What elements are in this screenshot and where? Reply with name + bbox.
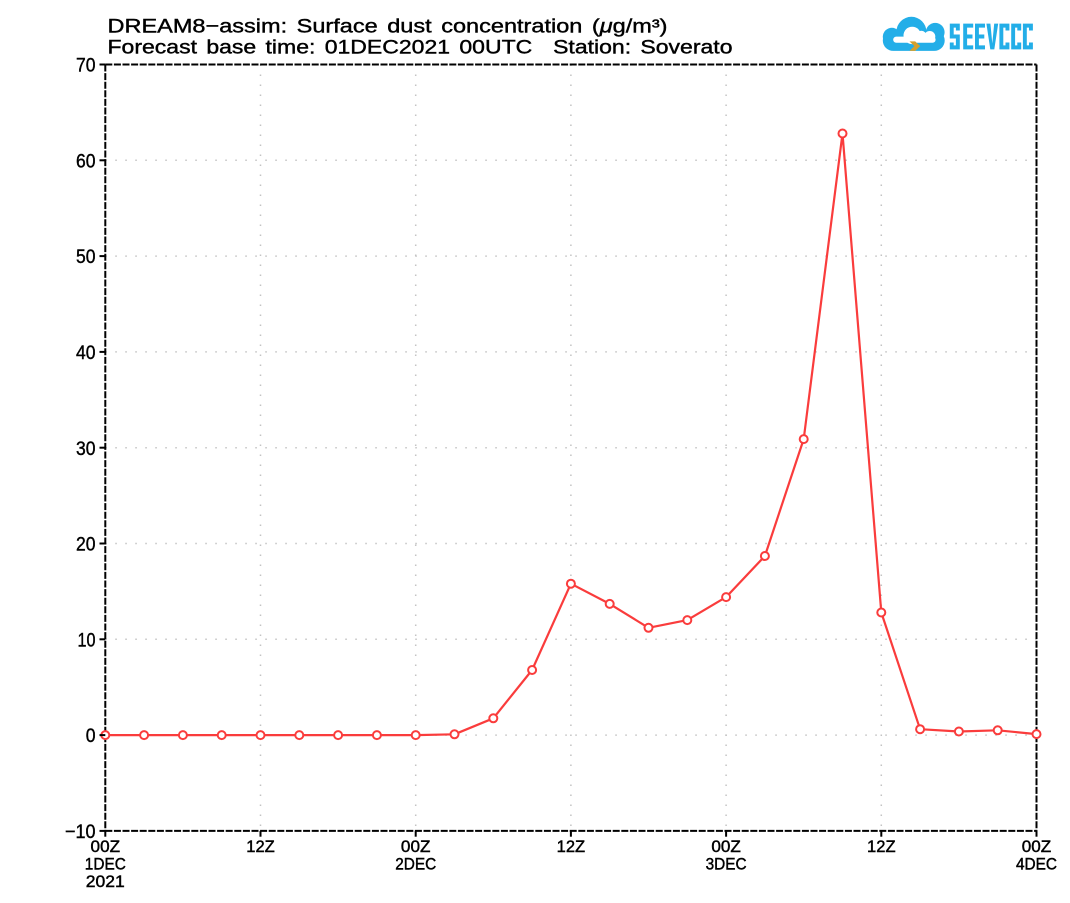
svg-text:30: 30 (76, 438, 96, 460)
svg-text:4DEC: 4DEC (1016, 854, 1057, 873)
svg-text:0: 0 (86, 725, 96, 747)
svg-text:50: 50 (76, 246, 96, 268)
svg-text:20: 20 (76, 534, 96, 556)
svg-text:DREAM8−assim: Surface dust con: DREAM8−assim: Surface dust concentration… (108, 16, 668, 38)
svg-text:60: 60 (76, 150, 96, 172)
svg-text:12Z: 12Z (557, 837, 586, 856)
svg-text:00Z: 00Z (91, 837, 121, 856)
svg-text:−10: −10 (65, 821, 96, 843)
svg-text:70: 70 (76, 55, 96, 77)
svg-text:00Z: 00Z (711, 837, 741, 856)
svg-text:2DEC: 2DEC (395, 854, 436, 873)
svg-text:40: 40 (76, 342, 96, 364)
svg-text:12Z: 12Z (867, 837, 896, 856)
svg-text:2021: 2021 (86, 872, 125, 891)
svg-text:00Z: 00Z (401, 837, 431, 856)
svg-text:12Z: 12Z (246, 837, 275, 856)
svg-text:00Z: 00Z (1022, 837, 1052, 856)
svg-text:1DEC: 1DEC (85, 854, 126, 873)
svg-text:Forecast base time: 01DEC2021: Forecast base time: 01DEC2021 00UTC Stat… (108, 37, 733, 59)
svg-text:10: 10 (78, 629, 96, 651)
svg-text:3DEC: 3DEC (706, 854, 747, 873)
